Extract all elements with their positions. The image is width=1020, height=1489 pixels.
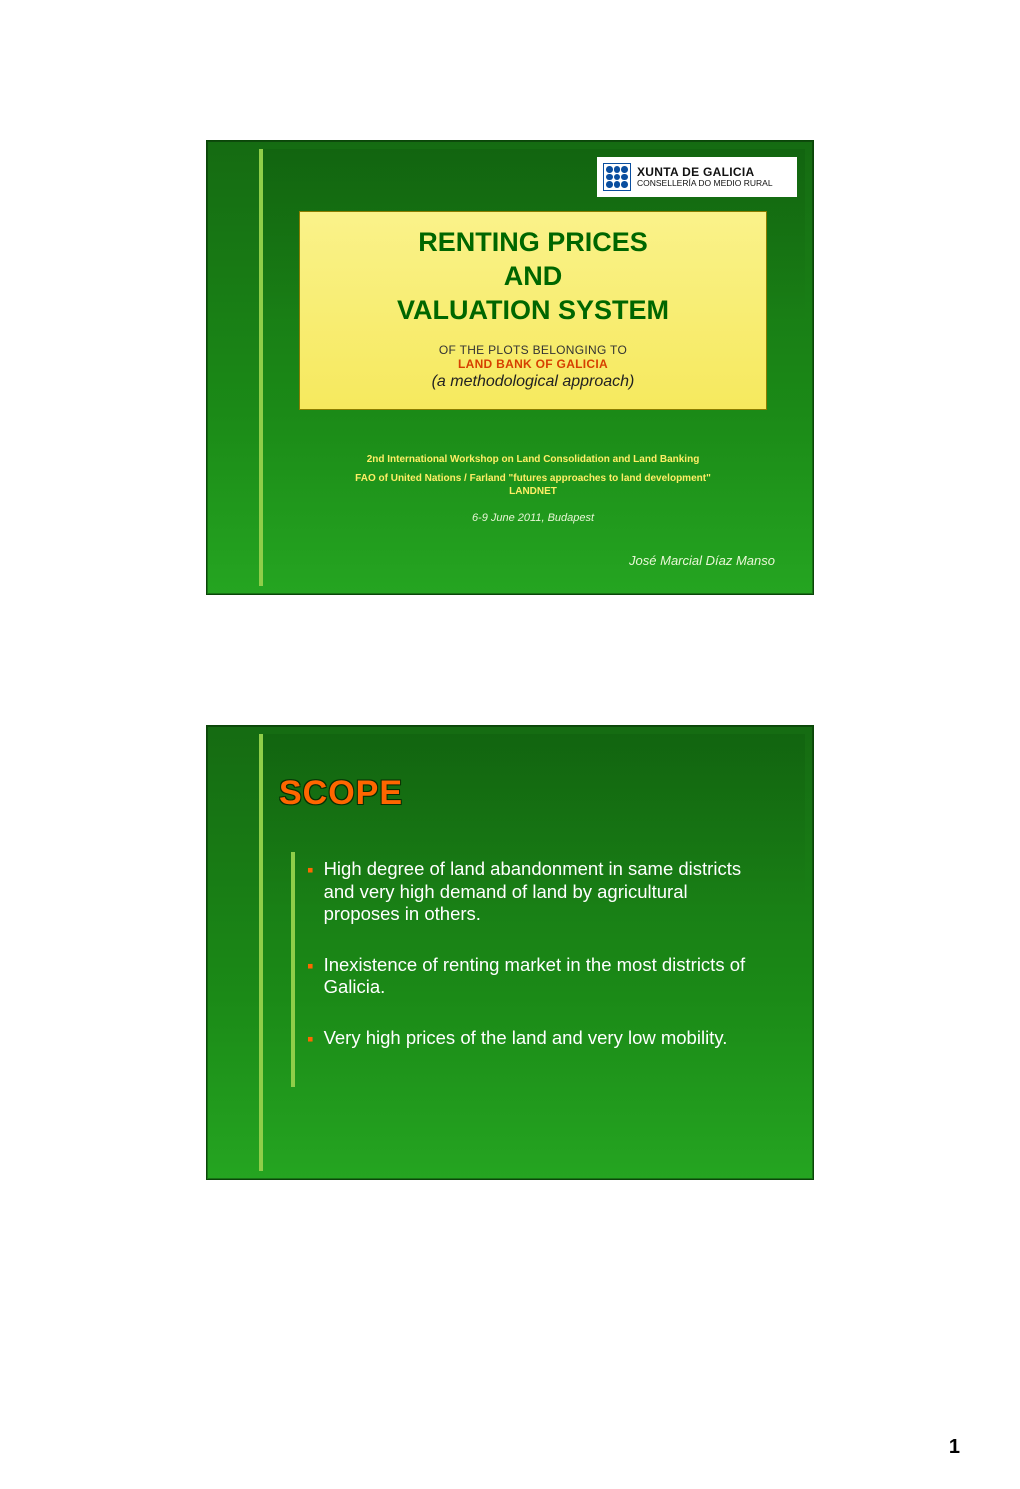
slide-1-inner: XUNTA DE GALICIA CONSELLERÍA DO MEDIO RU… xyxy=(259,149,805,586)
title-panel: RENTING PRICES AND VALUATION SYSTEM OF T… xyxy=(299,211,767,410)
meta-line-1: 2nd International Workshop on Land Conso… xyxy=(299,453,767,466)
page: XUNTA DE GALICIA CONSELLERÍA DO MEDIO RU… xyxy=(0,0,1020,1489)
subtitle-3: (a methodological approach) xyxy=(320,373,746,391)
bullet-text: High degree of land abandonment in same … xyxy=(324,858,767,926)
slide-1: XUNTA DE GALICIA CONSELLERÍA DO MEDIO RU… xyxy=(206,140,814,595)
org-header: XUNTA DE GALICIA CONSELLERÍA DO MEDIO RU… xyxy=(597,157,797,197)
meta-date: 6-9 June 2011, Budapest xyxy=(299,512,767,524)
subtitle-2: LAND BANK OF GALICIA xyxy=(320,357,746,371)
meta-block: 2nd International Workshop on Land Conso… xyxy=(299,453,767,524)
bullet-icon: ▪ xyxy=(307,955,314,1000)
org-dept: CONSELLERÍA DO MEDIO RURAL xyxy=(637,179,773,188)
list-item: ▪ Inexistence of renting market in the m… xyxy=(307,954,767,999)
org-header-text: XUNTA DE GALICIA CONSELLERÍA DO MEDIO RU… xyxy=(637,166,773,188)
title-line-2: AND xyxy=(320,260,746,294)
title-line-1: RENTING PRICES xyxy=(320,226,746,260)
slide-2-inner: SCOPE ▪ High degree of land abandonment … xyxy=(259,734,805,1171)
list-item: ▪ High degree of land abandonment in sam… xyxy=(307,858,767,926)
bullet-icon: ▪ xyxy=(307,1028,314,1051)
bullet-list: ▪ High degree of land abandonment in sam… xyxy=(291,852,777,1087)
meta-line-3: LANDNET xyxy=(299,485,767,498)
author: José Marcial Díaz Manso xyxy=(629,553,775,568)
slide-2: SCOPE ▪ High degree of land abandonment … xyxy=(206,725,814,1180)
org-name: XUNTA DE GALICIA xyxy=(637,166,773,179)
bullet-text: Inexistence of renting market in the mos… xyxy=(324,954,767,999)
meta-line-2: FAO of United Nations / Farland "futures… xyxy=(299,472,767,485)
subtitle-1: OF THE PLOTS BELONGING TO xyxy=(320,343,746,357)
bullet-text: Very high prices of the land and very lo… xyxy=(324,1027,728,1050)
bullet-icon: ▪ xyxy=(307,859,314,927)
slide-2-title: SCOPE xyxy=(279,774,403,813)
page-number: 1 xyxy=(949,1436,960,1459)
list-item: ▪ Very high prices of the land and very … xyxy=(307,1027,767,1050)
title-line-3: VALUATION SYSTEM xyxy=(320,294,746,328)
xunta-logo-icon xyxy=(603,163,631,191)
